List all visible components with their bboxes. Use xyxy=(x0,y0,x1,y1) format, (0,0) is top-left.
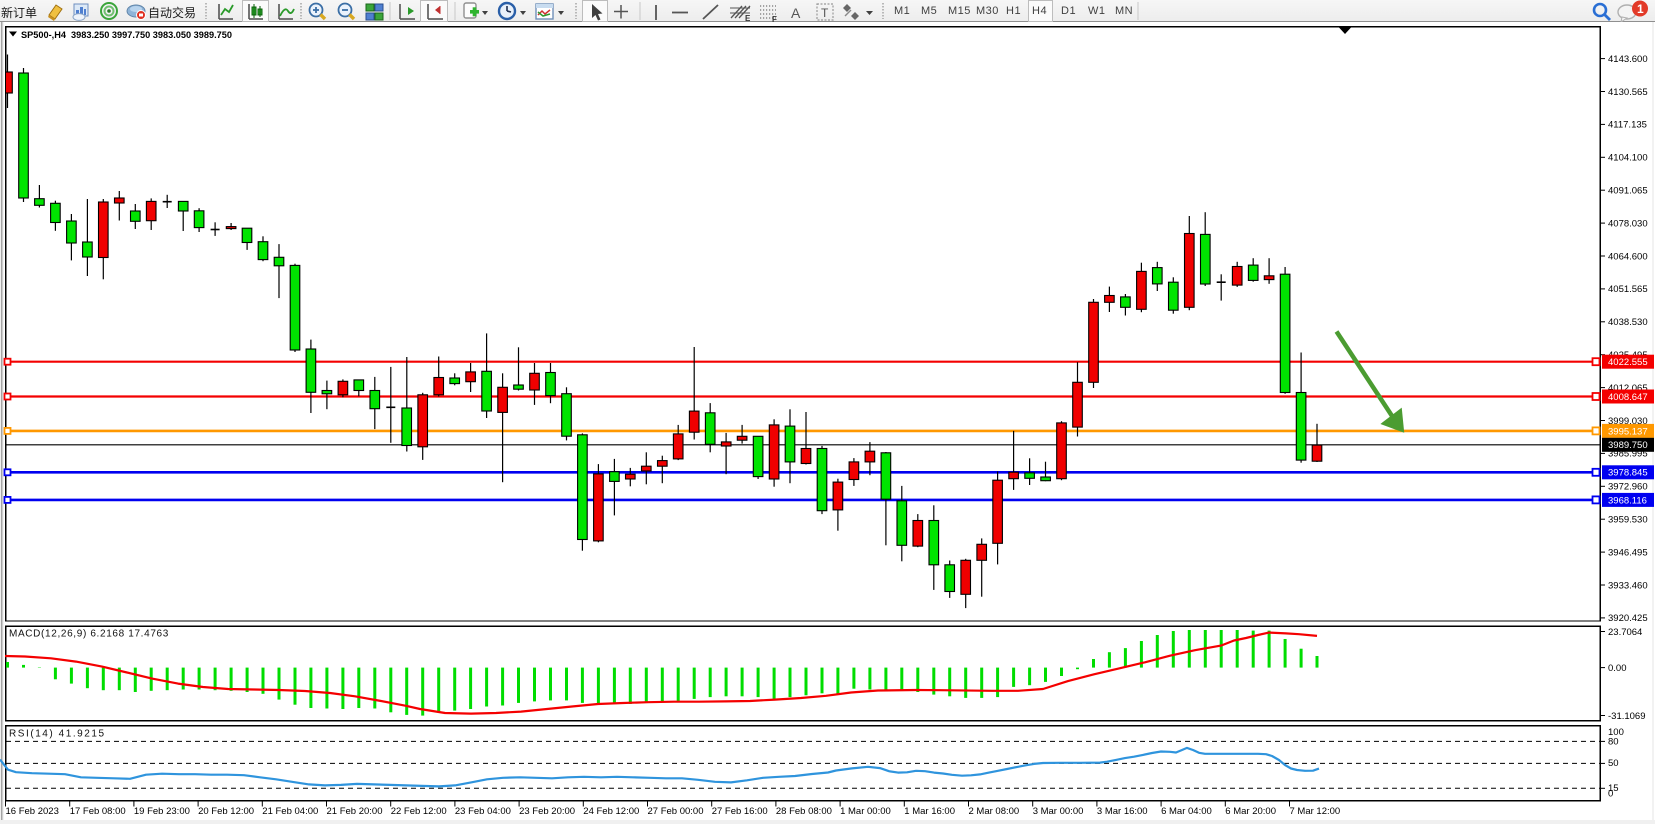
svg-text:23 Feb 04:00: 23 Feb 04:00 xyxy=(455,806,511,817)
svg-text:3 Mar 00:00: 3 Mar 00:00 xyxy=(1033,806,1084,817)
svg-text:RSI(14) 41.9215: RSI(14) 41.9215 xyxy=(9,729,106,740)
svg-text:80: 80 xyxy=(1608,737,1619,748)
svg-text:17 Feb 08:00: 17 Feb 08:00 xyxy=(70,806,126,817)
svg-text:28 Feb 08:00: 28 Feb 08:00 xyxy=(776,806,832,817)
svg-text:3959.530: 3959.530 xyxy=(1608,515,1648,526)
svg-text:4012.065: 4012.065 xyxy=(1608,383,1648,394)
svg-text:3978.845: 3978.845 xyxy=(1608,468,1648,479)
svg-text:4064.600: 4064.600 xyxy=(1608,251,1648,262)
svg-text:4143.600: 4143.600 xyxy=(1608,54,1648,65)
svg-text:19 Feb 23:00: 19 Feb 23:00 xyxy=(134,806,190,817)
svg-text:2 Mar 08:00: 2 Mar 08:00 xyxy=(969,806,1020,817)
svg-text:4130.565: 4130.565 xyxy=(1608,87,1648,98)
svg-text:4008.647: 4008.647 xyxy=(1608,392,1648,403)
svg-text:20 Feb 12:00: 20 Feb 12:00 xyxy=(198,806,254,817)
svg-text:3985.995: 3985.995 xyxy=(1608,449,1648,460)
svg-text:21 Feb 20:00: 21 Feb 20:00 xyxy=(327,806,383,817)
svg-text:100: 100 xyxy=(1608,727,1624,738)
svg-text:16 Feb 2023: 16 Feb 2023 xyxy=(6,806,59,817)
svg-text:4022.555: 4022.555 xyxy=(1608,357,1648,368)
svg-text:4051.565: 4051.565 xyxy=(1608,284,1648,295)
svg-text:4117.135: 4117.135 xyxy=(1608,120,1647,131)
svg-text:0.00: 0.00 xyxy=(1608,663,1627,674)
svg-text:3999.030: 3999.030 xyxy=(1608,416,1648,427)
svg-text:23 Feb 20:00: 23 Feb 20:00 xyxy=(519,806,575,817)
svg-text:4104.100: 4104.100 xyxy=(1608,153,1648,164)
svg-text:F: F xyxy=(772,15,777,22)
svg-text:3920.425: 3920.425 xyxy=(1608,613,1648,624)
svg-text:6 Mar 20:00: 6 Mar 20:00 xyxy=(1225,806,1276,817)
svg-text:27 Feb 00:00: 27 Feb 00:00 xyxy=(648,806,704,817)
svg-text:3946.495: 3946.495 xyxy=(1608,547,1648,558)
svg-text:3989.750: 3989.750 xyxy=(1608,440,1648,451)
svg-text:7 Mar 12:00: 7 Mar 12:00 xyxy=(1290,806,1341,817)
svg-text:1 Mar 16:00: 1 Mar 16:00 xyxy=(904,806,955,817)
svg-text:3995.137: 3995.137 xyxy=(1608,426,1648,437)
svg-text:-31.1069: -31.1069 xyxy=(1608,711,1646,722)
svg-text:E: E xyxy=(745,14,751,22)
svg-text:A: A xyxy=(791,5,801,21)
svg-text:T: T xyxy=(821,6,829,20)
svg-text:MACD(12,26,9) 6.2168 17.4763: MACD(12,26,9) 6.2168 17.4763 xyxy=(9,629,169,640)
svg-text:3 Mar 16:00: 3 Mar 16:00 xyxy=(1097,806,1148,817)
svg-text:SP500-,H4 3983.250 3997.750 3: SP500-,H4 3983.250 3997.750 3983.050 398… xyxy=(21,30,232,40)
svg-text:0: 0 xyxy=(1608,789,1613,800)
svg-text:27 Feb 16:00: 27 Feb 16:00 xyxy=(712,806,768,817)
svg-text:22 Feb 12:00: 22 Feb 12:00 xyxy=(391,806,447,817)
svg-text:4038.530: 4038.530 xyxy=(1608,317,1648,328)
svg-text:3968.116: 3968.116 xyxy=(1608,495,1647,506)
svg-text:4091.065: 4091.065 xyxy=(1608,186,1648,197)
svg-text:50: 50 xyxy=(1608,758,1619,769)
svg-text:3972.960: 3972.960 xyxy=(1608,482,1648,493)
svg-text:1: 1 xyxy=(1637,2,1644,16)
svg-text:24 Feb 12:00: 24 Feb 12:00 xyxy=(583,806,639,817)
svg-text:4078.030: 4078.030 xyxy=(1608,218,1648,229)
svg-text:23.7064: 23.7064 xyxy=(1608,627,1642,638)
svg-text:21 Feb 04:00: 21 Feb 04:00 xyxy=(262,806,318,817)
svg-text:3933.460: 3933.460 xyxy=(1608,580,1648,591)
svg-text:15: 15 xyxy=(1608,783,1619,794)
svg-text:1 Mar 00:00: 1 Mar 00:00 xyxy=(840,806,891,817)
svg-text:6 Mar 04:00: 6 Mar 04:00 xyxy=(1161,806,1212,817)
